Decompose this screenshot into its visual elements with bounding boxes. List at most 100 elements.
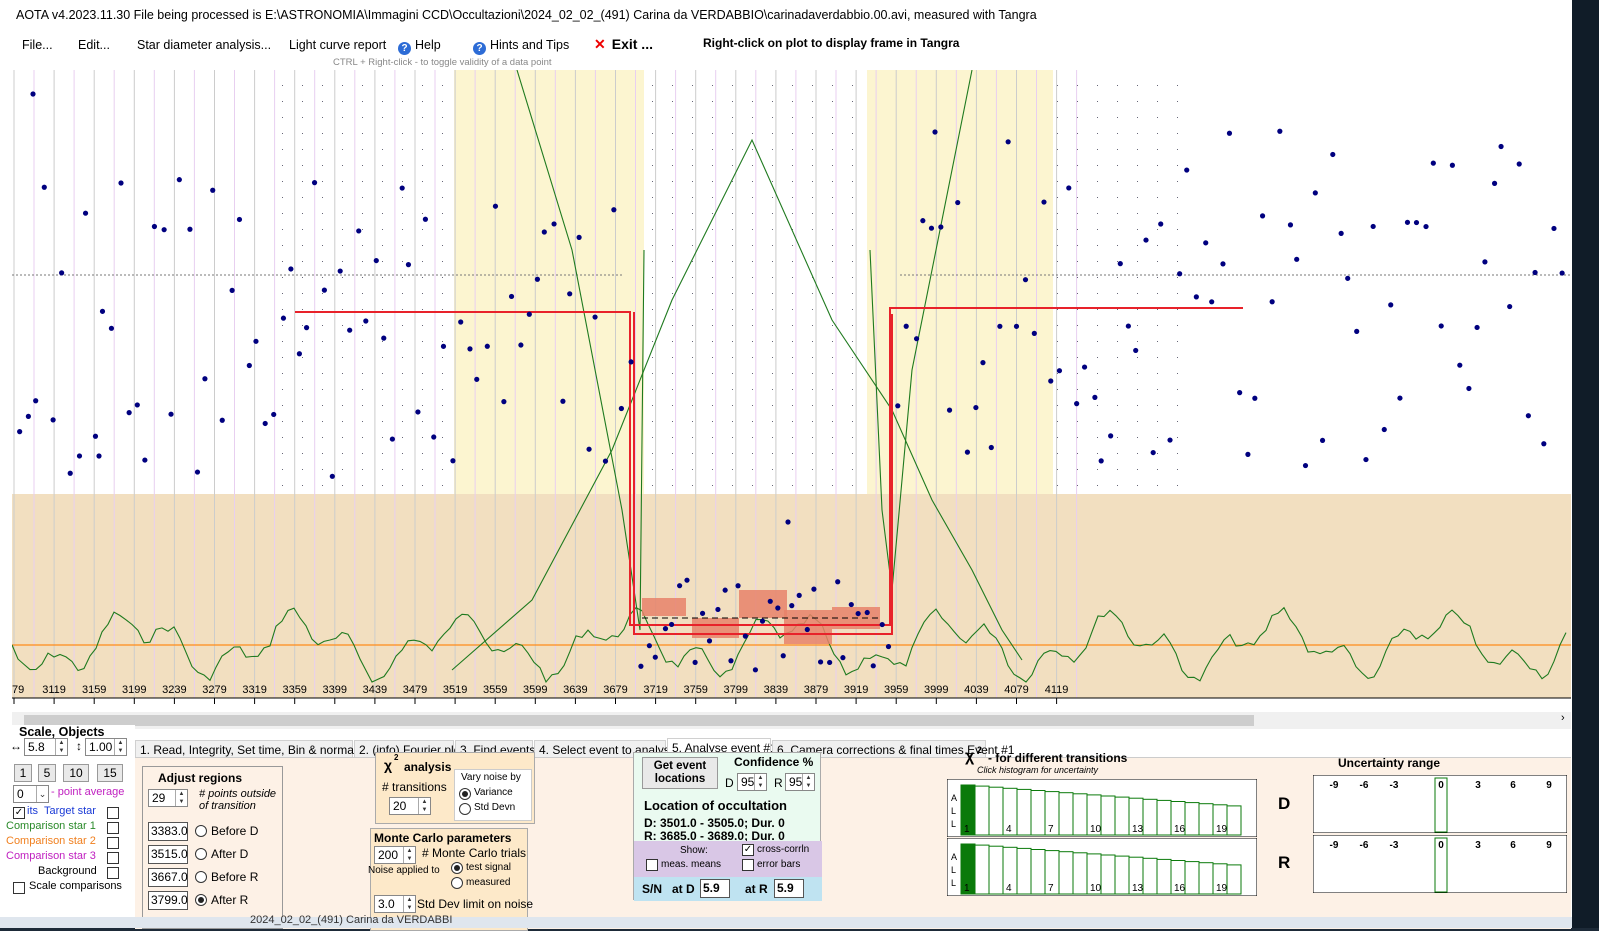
histogram-bar[interactable] bbox=[988, 845, 1004, 895]
monte-carlo-trials-spinner[interactable]: 200 ▲ ▼ bbox=[374, 846, 416, 864]
spinner-arrows-icon[interactable]: ▲ ▼ bbox=[754, 774, 766, 790]
menu-file[interactable]: File... bbox=[22, 38, 53, 52]
chi-histogram-r[interactable]: ALL 1 4 7 10 13 16 19 bbox=[947, 838, 1257, 896]
histogram-bar[interactable] bbox=[974, 785, 990, 836]
spinner-arrows-icon[interactable]: ▲ ▼ bbox=[55, 739, 67, 755]
std-devn-radio[interactable] bbox=[459, 803, 471, 815]
grid-dot bbox=[1137, 213, 1138, 214]
after-d-radio[interactable] bbox=[195, 848, 207, 860]
measured-radio[interactable] bbox=[451, 877, 463, 889]
comparison-star-2-checkbox[interactable] bbox=[107, 837, 119, 849]
histogram-bar[interactable] bbox=[974, 844, 990, 895]
histogram-bar[interactable] bbox=[1198, 803, 1214, 836]
confidence-d-spinner[interactable]: 95 ▲ ▼ bbox=[737, 773, 767, 791]
scale-button-1[interactable]: 1 bbox=[14, 764, 32, 782]
histogram-bar[interactable] bbox=[1184, 802, 1200, 836]
data-point bbox=[1193, 294, 1199, 300]
spinner-arrows-icon[interactable]: ▲ ▼ bbox=[802, 774, 814, 790]
plot-scrollbar[interactable]: › bbox=[12, 712, 1571, 729]
menu-exit[interactable]: ✕ Exit ... bbox=[594, 36, 653, 53]
histogram-bar[interactable] bbox=[1142, 798, 1158, 836]
transitions-spinner[interactable]: 20 ▲ ▼ bbox=[389, 797, 431, 815]
histogram-bar[interactable] bbox=[1072, 852, 1088, 895]
x-tick-label: 3919 bbox=[844, 684, 868, 696]
spinner-arrows-icon[interactable]: ▲ ▼ bbox=[403, 847, 415, 863]
scale-x-spinner[interactable]: 5.8 ▲ ▼ bbox=[24, 738, 68, 756]
histogram-bar[interactable] bbox=[1142, 857, 1158, 895]
data-point bbox=[811, 586, 817, 592]
test-signal-radio[interactable] bbox=[451, 862, 463, 874]
before-d-radio[interactable] bbox=[195, 825, 207, 837]
histogram-bar[interactable] bbox=[1100, 854, 1116, 895]
scale-comparisons-checkbox[interactable] bbox=[13, 882, 25, 894]
histogram-bar[interactable] bbox=[1156, 858, 1172, 895]
menu-help[interactable]: ? Help bbox=[398, 38, 441, 55]
scrollbar-thumb[interactable] bbox=[24, 715, 1254, 726]
histogram-bar[interactable] bbox=[1030, 790, 1046, 836]
histogram-bar[interactable] bbox=[1030, 849, 1046, 895]
menu-light-curve-report[interactable]: Light curve report bbox=[289, 38, 387, 52]
before-r-value[interactable]: 3667.0 bbox=[148, 868, 188, 887]
comparison-star-1-checkbox[interactable] bbox=[107, 822, 119, 834]
grid-dot bbox=[732, 277, 733, 278]
confidence-r-spinner[interactable]: 95 ▲ ▼ bbox=[785, 773, 815, 791]
menu-star-diameter[interactable]: Star diameter analysis... bbox=[137, 38, 272, 52]
scale-button-15[interactable]: 15 bbox=[97, 764, 123, 782]
grid-dot bbox=[692, 293, 693, 294]
before-d-value[interactable]: 3383.0 bbox=[148, 822, 188, 841]
chi-histogram-d[interactable]: ALL 1 4 7 10 13 16 19 bbox=[947, 779, 1257, 837]
light-curve-plot[interactable]: 79 3119 3159 3199 3239 3279 3319 3359 3399 3439 34… bbox=[12, 70, 1571, 712]
spinner-arrows-icon[interactable]: ▲ ▼ bbox=[114, 739, 126, 755]
histogram-bar[interactable] bbox=[1058, 851, 1074, 895]
histogram-bar[interactable] bbox=[988, 786, 1004, 836]
histogram-bar[interactable] bbox=[1058, 792, 1074, 836]
tab-read[interactable]: 1. Read, Integrity, Set time, Bin & norm… bbox=[135, 740, 372, 758]
uncertainty-bar[interactable] bbox=[1434, 837, 1448, 893]
menu-edit[interactable]: Edit... bbox=[78, 38, 110, 52]
point-average-select[interactable]: 0 ⌄ bbox=[13, 785, 49, 803]
target-star-checkbox[interactable] bbox=[107, 807, 119, 819]
spinner-arrows-icon[interactable]: ▲ ▼ bbox=[403, 896, 415, 912]
uncertainty-bar[interactable] bbox=[1434, 777, 1448, 833]
scale-y-spinner[interactable]: 1.00 ▲ ▼ bbox=[85, 738, 127, 756]
histogram-bar[interactable] bbox=[1184, 861, 1200, 895]
variance-radio[interactable] bbox=[459, 788, 471, 800]
uncertainty-title: Uncertainty range bbox=[1338, 756, 1441, 770]
cross-corrln-checkbox[interactable]: ✓ bbox=[742, 844, 754, 856]
get-event-locations-button[interactable]: Get event locations bbox=[642, 757, 718, 789]
target-star-visible-checkbox[interactable]: ✓ bbox=[13, 807, 25, 819]
before-r-radio[interactable] bbox=[195, 871, 207, 883]
scale-button-5[interactable]: 5 bbox=[38, 764, 56, 782]
uncertainty-d[interactable]: -9 -6 -3 0 3 6 9 bbox=[1313, 775, 1567, 833]
taskbar-item-label[interactable]: 2024_02_02_(491) Carina da VERDABBI bbox=[250, 914, 453, 926]
spinner-arrows-icon[interactable]: ▲ ▼ bbox=[175, 790, 187, 806]
histogram-bar[interactable] bbox=[1114, 796, 1130, 836]
menu-hints[interactable]: ? Hints and Tips bbox=[473, 38, 569, 55]
histogram-bar[interactable] bbox=[1114, 855, 1130, 895]
histogram-bar[interactable] bbox=[1016, 847, 1032, 895]
histogram-bar[interactable] bbox=[1100, 795, 1116, 836]
histogram-bar[interactable] bbox=[1072, 793, 1088, 836]
scroll-right-icon[interactable]: › bbox=[1561, 712, 1565, 724]
histogram-bar[interactable] bbox=[1226, 864, 1242, 895]
background-checkbox[interactable] bbox=[107, 867, 119, 879]
scale-button-10[interactable]: 10 bbox=[63, 764, 89, 782]
after-r-radio[interactable] bbox=[195, 894, 207, 906]
data-point bbox=[662, 626, 669, 632]
histogram-bar[interactable] bbox=[1016, 788, 1032, 836]
grid-dot bbox=[382, 357, 383, 358]
chevron-down-icon[interactable]: ⌄ bbox=[36, 786, 48, 802]
histogram-bar[interactable] bbox=[1226, 805, 1242, 836]
uncertainty-r[interactable]: -9 -6 -3 0 3 6 9 bbox=[1313, 835, 1567, 893]
after-d-value[interactable]: 3515.0 bbox=[148, 845, 188, 864]
stddev-limit-spinner[interactable]: 3.0 ▲ ▼ bbox=[374, 895, 416, 913]
histogram-bar[interactable] bbox=[1156, 799, 1172, 836]
histogram-bar[interactable] bbox=[1198, 862, 1214, 895]
spinner-arrows-icon[interactable]: ▲ ▼ bbox=[418, 798, 430, 814]
comparison-star-3-checkbox[interactable] bbox=[107, 852, 119, 864]
after-r-value[interactable]: 3799.0 bbox=[148, 891, 188, 910]
tab-camera-corrections[interactable]: 6. Camera corrections & final times Even… bbox=[772, 740, 1014, 758]
meas-means-checkbox[interactable] bbox=[646, 859, 658, 871]
error-bars-checkbox[interactable] bbox=[742, 859, 754, 871]
points-outside-spinner[interactable]: 29 ▲ ▼ bbox=[148, 789, 188, 807]
